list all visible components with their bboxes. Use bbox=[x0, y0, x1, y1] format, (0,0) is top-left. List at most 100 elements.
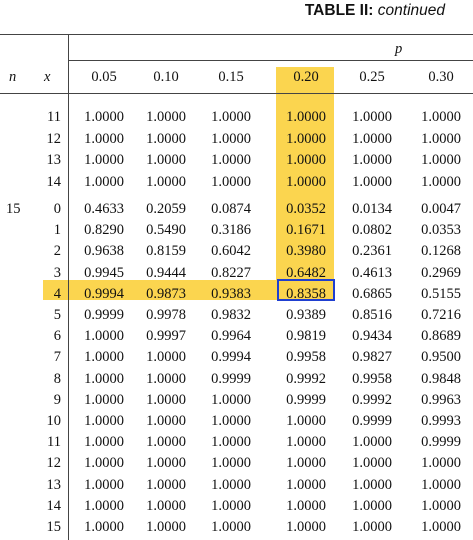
table-cell: 1.0000 bbox=[286, 173, 326, 190]
row-x-label: 0 bbox=[53, 201, 61, 217]
table-cell: 1.0000 bbox=[352, 173, 392, 190]
table-cell: 0.9999 bbox=[211, 370, 251, 387]
row-x-label: 4 bbox=[53, 285, 61, 302]
table-cell: 1.0000 bbox=[146, 130, 186, 147]
row-x-label: 14 bbox=[46, 173, 62, 190]
table-cell: 1.0000 bbox=[146, 349, 186, 366]
table-cell: 0.8516 bbox=[352, 307, 392, 323]
row-x-label: 10 bbox=[46, 413, 62, 429]
table-cell: 1.0000 bbox=[421, 476, 461, 493]
table-cell: 0.4613 bbox=[352, 264, 392, 281]
table-title-bold: TABLE II: bbox=[304, 2, 374, 19]
table-cell: 1.0000 bbox=[146, 434, 186, 451]
table-cell: 0.9992 bbox=[286, 370, 326, 387]
highlight-row bbox=[43, 280, 335, 300]
table-cell: 1.0000 bbox=[211, 519, 251, 535]
row-x-label: 13 bbox=[46, 152, 62, 168]
table-cell: 0.1268 bbox=[421, 243, 461, 260]
table-cell: 0.9994 bbox=[211, 349, 251, 366]
highlight-column bbox=[276, 67, 334, 299]
table-cell: 1.0000 bbox=[84, 130, 124, 147]
table-cell: 1.0000 bbox=[146, 455, 186, 472]
table-cell: 0.9945 bbox=[84, 264, 124, 281]
table-cell: 1.0000 bbox=[146, 109, 186, 125]
table-cell: 0.8689 bbox=[421, 328, 461, 345]
table-cell: 0.9992 bbox=[352, 391, 392, 408]
table-cell: 1.0000 bbox=[421, 130, 461, 147]
table-cell: 0.6865 bbox=[352, 285, 392, 302]
table-cell: 0.9999 bbox=[84, 307, 124, 323]
table-cell: 1.0000 bbox=[84, 434, 124, 451]
table-cell: 1.0000 bbox=[286, 109, 326, 125]
row-x-label: 5 bbox=[53, 307, 61, 323]
p-header-3: 0.20 bbox=[293, 69, 319, 85]
table-cell: 1.0000 bbox=[286, 455, 326, 472]
table-cell: 0.5490 bbox=[146, 222, 186, 239]
p-header-0: 0.05 bbox=[91, 69, 117, 85]
table-cell: 0.9848 bbox=[421, 370, 461, 387]
table-cell: 1.0000 bbox=[286, 476, 326, 493]
table-cell: 1.0000 bbox=[84, 370, 124, 387]
table-cell: 1.0000 bbox=[84, 497, 124, 514]
table-cell: 0.9638 bbox=[84, 243, 124, 260]
table-cell: 0.5155 bbox=[421, 285, 461, 302]
table-cell: 0.9994 bbox=[84, 285, 124, 302]
row-x-label: 11 bbox=[47, 109, 61, 125]
table-cell: 1.0000 bbox=[84, 413, 124, 429]
table-cell: 1.0000 bbox=[352, 497, 392, 514]
table-cell: 0.9958 bbox=[286, 349, 326, 366]
table-cell: 0.9832 bbox=[211, 307, 251, 323]
table-cell: 0.6482 bbox=[286, 264, 326, 281]
table-cell: 1.0000 bbox=[84, 476, 124, 493]
table-cell: 0.0874 bbox=[211, 201, 251, 217]
row-x-label: 12 bbox=[46, 455, 62, 472]
table-cell: 1.0000 bbox=[421, 109, 461, 125]
table-cell: 1.0000 bbox=[352, 519, 392, 535]
p-header-1: 0.10 bbox=[153, 69, 179, 85]
table-cell: 0.8159 bbox=[146, 243, 186, 260]
table-cell: 0.7216 bbox=[421, 307, 461, 323]
table-cell: 1.0000 bbox=[286, 434, 326, 451]
table-cell: 1.0000 bbox=[211, 497, 251, 514]
row-x-label: 8 bbox=[53, 370, 61, 387]
table-cell: 1.0000 bbox=[84, 391, 124, 408]
table-cell: 1.0000 bbox=[84, 328, 124, 345]
row-x-label: 13 bbox=[46, 476, 62, 493]
table-cell: 0.8290 bbox=[84, 222, 124, 239]
table-cell: 0.2059 bbox=[146, 201, 186, 217]
table-cell: 1.0000 bbox=[286, 519, 326, 535]
table-cell: 0.9383 bbox=[211, 285, 251, 302]
n-value: 15 bbox=[6, 201, 21, 217]
table-cell: 1.0000 bbox=[84, 109, 124, 125]
p-header-5: 0.30 bbox=[428, 69, 454, 85]
table-cell: 0.3980 bbox=[286, 243, 326, 260]
table-cell: 1.0000 bbox=[146, 152, 186, 168]
table-cell: 1.0000 bbox=[146, 497, 186, 514]
n-header: n bbox=[9, 69, 17, 85]
table-cell: 0.9434 bbox=[352, 328, 392, 345]
table-cell: 0.1671 bbox=[286, 222, 326, 239]
table-cell: 1.0000 bbox=[84, 455, 124, 472]
table-cell: 1.0000 bbox=[286, 130, 326, 147]
table-cell: 1.0000 bbox=[211, 173, 251, 190]
table-cell: 1.0000 bbox=[146, 391, 186, 408]
table-cell: 0.9964 bbox=[211, 328, 251, 345]
table-cell: 1.0000 bbox=[211, 152, 251, 168]
table-cell: 0.9389 bbox=[286, 307, 326, 323]
table-cell: 1.0000 bbox=[146, 476, 186, 493]
table-cell: 0.0353 bbox=[421, 222, 461, 239]
table-cell: 1.0000 bbox=[421, 519, 461, 535]
table-cell: 0.9873 bbox=[146, 285, 186, 302]
table-cell: 0.8358 bbox=[286, 285, 326, 302]
table-cell: 1.0000 bbox=[352, 476, 392, 493]
table-cell: 1.0000 bbox=[211, 476, 251, 493]
table-cell: 1.0000 bbox=[84, 519, 124, 535]
row-x-label: 2 bbox=[53, 243, 61, 260]
table-cell: 0.9999 bbox=[421, 434, 461, 451]
table-cell: 0.2361 bbox=[352, 243, 392, 260]
table-cell: 1.0000 bbox=[211, 455, 251, 472]
table-cell: 0.0134 bbox=[352, 201, 392, 217]
row-x-label: 1 bbox=[53, 222, 61, 239]
table-cell: 0.9997 bbox=[146, 328, 186, 345]
